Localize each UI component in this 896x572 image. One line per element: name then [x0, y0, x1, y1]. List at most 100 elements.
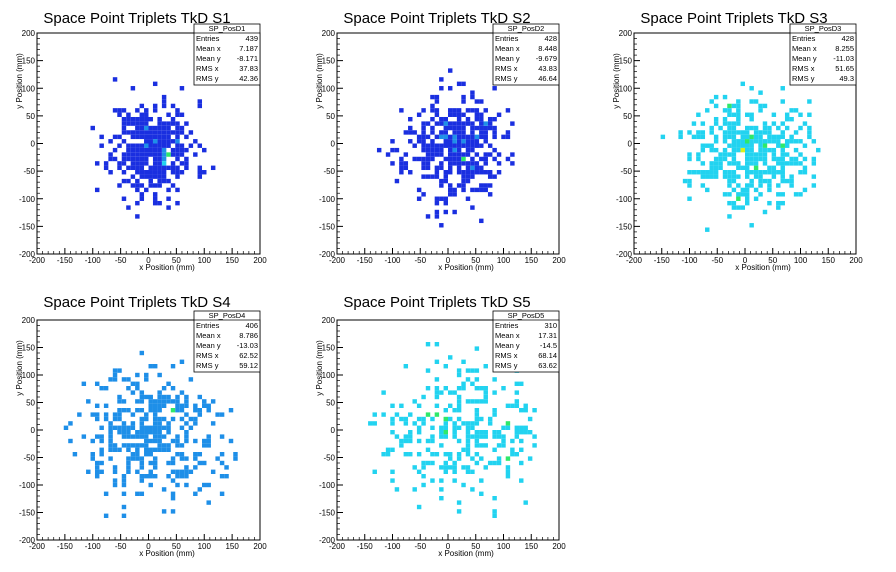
histogram-bin — [532, 434, 537, 439]
y-tick-label: -150 — [616, 222, 633, 231]
histogram-bin — [762, 139, 768, 144]
histogram-bin — [126, 156, 131, 162]
histogram-bin — [193, 452, 198, 457]
histogram-bin — [452, 192, 457, 197]
x-tick-label: -100 — [384, 542, 401, 551]
histogram-bin — [233, 452, 238, 457]
histogram-bin — [456, 165, 462, 171]
histogram-bin — [430, 147, 435, 153]
histogram-bin — [161, 130, 167, 135]
histogram-bin — [514, 430, 520, 435]
histogram-bin — [736, 103, 741, 109]
y-tick-label: 200 — [22, 316, 36, 325]
histogram-bin — [767, 187, 772, 193]
x-tick-label: 50 — [172, 256, 181, 265]
histogram-bin — [130, 381, 136, 386]
histogram-bin — [94, 187, 100, 193]
histogram-bin — [144, 116, 149, 122]
histogram-bin — [152, 165, 158, 171]
histogram-bin — [202, 399, 207, 404]
histogram-bin — [758, 192, 763, 197]
histogram-bin — [736, 112, 741, 117]
histogram-bin — [135, 469, 140, 474]
histogram-bin — [532, 408, 537, 413]
histogram-bin — [130, 134, 136, 140]
histogram-bin — [197, 143, 203, 148]
histogram-bin — [152, 399, 158, 404]
histogram-bin — [157, 156, 162, 162]
histogram-bin — [483, 108, 488, 113]
histogram-bin — [161, 165, 167, 171]
histogram-bin — [479, 434, 484, 439]
histogram-bin — [112, 156, 118, 162]
histogram-bin — [99, 386, 104, 391]
histogram-bin — [479, 116, 484, 122]
histogram-bin — [193, 408, 198, 413]
histogram-bin — [439, 121, 444, 126]
histogram-bin — [470, 147, 475, 153]
histogram-bin — [425, 214, 431, 219]
histogram-bin — [483, 187, 488, 193]
histogram-bin — [461, 359, 466, 364]
histogram-bin — [416, 196, 422, 201]
y-tick-label: 0 — [331, 426, 336, 435]
histogram-bin — [130, 456, 136, 461]
histogram-bin — [215, 456, 220, 461]
histogram-bin — [718, 156, 723, 162]
histogram-bin — [139, 399, 145, 404]
histogram-bin — [687, 170, 692, 175]
x-tick-label: 100 — [497, 256, 511, 265]
histogram-bin — [117, 165, 122, 171]
histogram-bin — [126, 205, 131, 210]
histogram-bin — [465, 425, 471, 430]
histogram-bin — [135, 130, 140, 135]
histogram-bin — [161, 134, 167, 140]
histogram-bin — [135, 152, 140, 157]
histogram-bin — [166, 187, 171, 193]
histogram-bin — [443, 116, 448, 122]
histogram-bin — [430, 130, 435, 135]
histogram-bin — [722, 174, 728, 179]
histogram-bin — [519, 408, 524, 413]
histogram-bin — [767, 130, 772, 135]
histogram-bin — [112, 478, 118, 483]
histogram-bin — [152, 156, 158, 162]
histogram-bin — [135, 165, 140, 171]
x-tick-label: 150 — [822, 256, 836, 265]
histogram-bin — [523, 430, 528, 435]
histogram-bin — [727, 125, 732, 131]
histogram-bin — [470, 487, 475, 492]
histogram-bin — [487, 125, 493, 131]
stats-box-frame — [492, 23, 560, 86]
histogram-bin — [492, 147, 497, 153]
stats-value: 439 — [245, 34, 258, 43]
histogram-bin — [767, 147, 772, 153]
histogram-bin — [206, 434, 211, 439]
histogram-bin — [152, 130, 158, 135]
histogram-bin — [443, 386, 448, 391]
stats-key: RMS x — [196, 64, 219, 73]
histogram-bin — [161, 403, 167, 408]
histogram-bin — [505, 469, 511, 474]
histogram-bin — [519, 381, 524, 386]
histogram-bin — [745, 112, 750, 117]
histogram-bin — [161, 161, 167, 166]
histogram-bin — [461, 121, 466, 126]
histogram-bin — [492, 125, 497, 131]
histogram-bin — [152, 192, 158, 197]
histogram-bin — [470, 134, 475, 140]
histogram-bin — [161, 386, 167, 391]
x-tick-label: -50 — [115, 256, 127, 265]
histogram-bin — [390, 161, 395, 166]
histogram-bin — [496, 112, 502, 117]
histogram-bin — [470, 368, 475, 373]
histogram-bin — [487, 143, 493, 148]
histogram-bin — [789, 156, 794, 162]
histogram-bin — [736, 165, 741, 171]
histogram-bin — [219, 412, 225, 417]
histogram-bin — [736, 130, 741, 135]
y-tick-label: 100 — [619, 84, 633, 93]
histogram-bin — [700, 174, 706, 179]
histogram-bin — [121, 491, 127, 496]
